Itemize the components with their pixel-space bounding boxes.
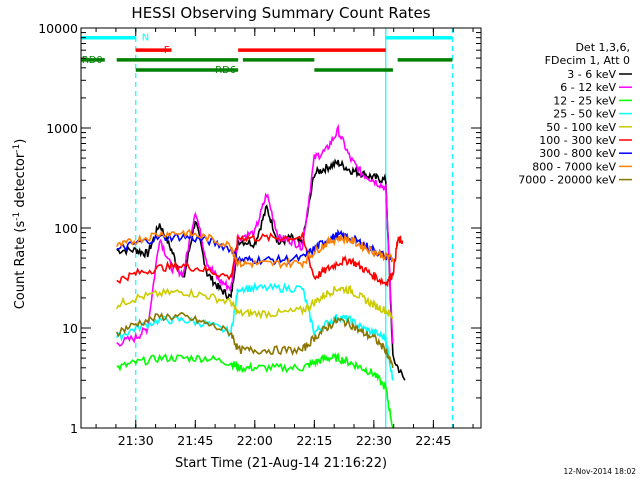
series-line-0 [116,158,406,381]
plot-area: N F RD0 RD6 [80,27,482,429]
timestamp: 12-Nov-2014 18:02 [564,467,637,476]
legend-label-3: 25 - 50 keV [553,108,616,121]
series-line-1 [116,123,394,347]
series-line-8 [115,311,394,368]
y-tick-label-2: 100 [54,221,78,236]
y-axis-label-sup: -1 [12,212,22,221]
series-line-7 [115,228,394,270]
chart-title: HESSI Observing Summary Count Rates [131,4,430,22]
legend-label-5: 100 - 300 keV [539,134,616,147]
series-line-6 [116,228,394,266]
y-axis-label: Count Rate (s-1 detector-1) [12,139,28,310]
series-line-4 [115,284,394,320]
series-group [81,28,454,428]
x-tick-label-3: 22:15 [296,433,332,448]
y-tick-label-0: 1 [70,421,78,436]
x-tick-label-4: 22:30 [356,433,392,448]
x-axis-label: Start Time (21-Aug-14 21:16:22) [175,456,387,471]
y-axis-label-main: Count Rate (s [13,221,28,310]
x-tick-label-2: 22:00 [237,433,273,448]
y-axis-label-mid: detector [13,152,28,212]
legend-label-0: 3 - 6 keV [567,68,616,81]
legend-label-2: 12 - 25 keV [553,94,616,107]
flag-label-rd6: RD6 [215,65,236,76]
flag-label-f: F [164,45,170,56]
y-tick-label-3: 1000 [46,121,78,136]
y-axis-label-sup2: -1 [12,144,22,153]
legend-header-line-2: FDecim 1, Att 0 [545,54,630,67]
x-tick-label-5: 22:45 [415,433,451,448]
y-axis-label-end: ) [13,139,28,144]
legend-label-4: 50 - 100 keV [546,121,616,134]
flag-label-n: N [142,33,149,44]
axis-ticks: 21:30 21:45 22:00 22:15 22:30 22:45 1 10 100 1000… [38,21,481,448]
x-tick-label-0: 21:30 [118,433,154,448]
legend-label-1: 6 - 12 keV [560,81,616,94]
x-tick-label-1: 21:45 [177,433,213,448]
series-line-5 [116,231,404,288]
flag-label-rd0: RD0 [82,55,103,66]
legend-label-7: 800 - 7000 keV [532,160,616,173]
legend-header-line-1: Det 1,3,6, [575,41,630,54]
series-line-3 [115,281,394,381]
legend-label-6: 300 - 800 keV [539,147,616,160]
series-line-2 [116,352,394,428]
y-tick-label-4: 10000 [38,21,78,36]
y-tick-label-1: 10 [62,321,78,336]
legend-label-8: 7000 - 20000 keV [518,174,616,187]
